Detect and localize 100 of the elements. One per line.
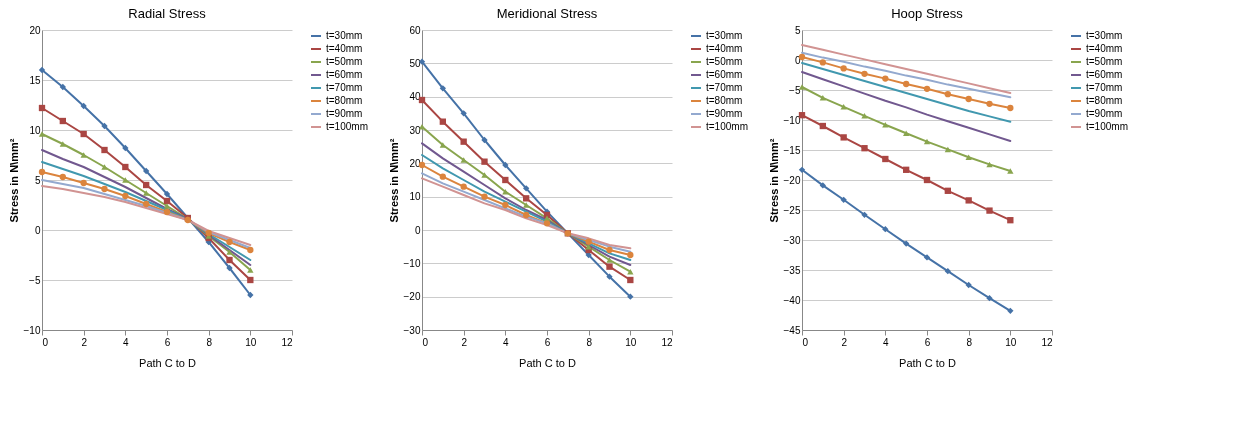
point	[247, 276, 254, 284]
point	[163, 203, 171, 209]
point	[986, 161, 993, 168]
point	[861, 70, 868, 77]
point	[460, 138, 467, 145]
point	[523, 202, 530, 208]
point	[460, 157, 467, 163]
point	[80, 152, 87, 158]
x-tick-label: 4	[123, 336, 130, 348]
point	[59, 83, 66, 91]
y-tick-label: −30	[403, 324, 421, 336]
x-tick-label: 2	[81, 336, 88, 348]
x-tick-label: 6	[164, 336, 171, 348]
point	[439, 142, 446, 148]
y-tick-label: −20	[403, 291, 421, 303]
legend-label: t=30mm	[326, 30, 363, 41]
point	[944, 268, 951, 275]
point	[944, 146, 951, 153]
point	[882, 122, 889, 128]
point	[965, 197, 972, 204]
point	[986, 100, 993, 107]
point	[80, 130, 87, 138]
point	[460, 110, 467, 117]
y-tick-label: 60	[409, 24, 421, 36]
x-tick-label: 4	[503, 336, 510, 348]
x-tick-label: 8	[966, 336, 973, 348]
point	[205, 229, 212, 237]
point	[226, 249, 233, 255]
y-tick-label: −30	[783, 234, 801, 246]
point	[819, 59, 826, 66]
y-tick-label: −20	[783, 174, 801, 186]
point	[523, 185, 530, 192]
y-tick-label: 0	[34, 224, 41, 236]
legend-label: t=60mm	[326, 69, 363, 80]
legend-label: t=100mm	[706, 121, 748, 132]
point	[965, 95, 972, 103]
y-tick-label: 5	[794, 24, 801, 36]
point	[143, 167, 150, 175]
y-tick-label: −10	[23, 324, 41, 336]
point	[247, 291, 254, 299]
point	[38, 66, 46, 74]
chart-title: Meridional Stress	[496, 6, 598, 21]
point	[840, 134, 847, 141]
y-tick-label: 20	[29, 24, 41, 36]
point	[481, 193, 488, 200]
legend-label: t=90mm	[1086, 108, 1123, 119]
x-tick-label: 10	[245, 336, 257, 348]
x-tick-label: 0	[802, 336, 809, 348]
x-axis-title: Path C to D	[519, 356, 576, 369]
point	[861, 113, 868, 119]
point	[861, 211, 868, 218]
point	[502, 176, 509, 184]
point	[80, 102, 87, 110]
y-tick-label: −25	[783, 204, 801, 216]
point	[101, 146, 108, 154]
point	[1007, 217, 1014, 224]
point	[882, 226, 889, 233]
x-axis-title: Path C to D	[899, 356, 956, 369]
y-tick-label: 0	[414, 224, 421, 236]
legend-label: t=70mm	[326, 82, 363, 93]
y-tick-label: 10	[409, 191, 421, 203]
y-axis-title: Stress in N\mm²	[767, 138, 780, 223]
legend-label: t=50mm	[706, 56, 743, 67]
point	[439, 85, 446, 92]
point	[923, 85, 931, 92]
point	[923, 176, 931, 184]
y-tick-label: 15	[29, 74, 41, 86]
point	[923, 254, 931, 261]
x-tick-label: 12	[281, 336, 293, 348]
point	[882, 75, 889, 82]
legend-label: t=100mm	[326, 121, 368, 132]
point	[903, 166, 910, 173]
point	[163, 190, 171, 198]
point	[1007, 104, 1014, 112]
point	[606, 246, 613, 254]
point	[523, 195, 530, 202]
legend-label: t=40mm	[326, 43, 363, 54]
point	[143, 200, 150, 208]
y-tick-label: −15	[783, 144, 801, 156]
legend-label: t=50mm	[1086, 56, 1123, 67]
legend-label: t=30mm	[1086, 30, 1123, 41]
legend-label: t=80mm	[326, 95, 363, 106]
x-axis-title: Path C to D	[139, 356, 196, 369]
point	[840, 65, 847, 72]
y-tick-label: −45	[783, 324, 801, 336]
legend-label: t=70mm	[1086, 82, 1123, 93]
point	[59, 173, 66, 181]
point	[627, 276, 634, 284]
point	[543, 220, 551, 227]
point	[819, 95, 826, 101]
point	[1007, 168, 1014, 174]
x-tick-label: 12	[661, 336, 673, 348]
y-tick-label: −35	[783, 264, 801, 276]
y-axis-title: Stress in N\mm²	[7, 138, 20, 223]
point	[122, 192, 129, 200]
y-axis-title: Stress in N\mm²	[387, 138, 400, 223]
point	[59, 117, 66, 125]
point	[122, 144, 129, 152]
legend-label: t=50mm	[326, 56, 363, 67]
point	[840, 196, 847, 203]
